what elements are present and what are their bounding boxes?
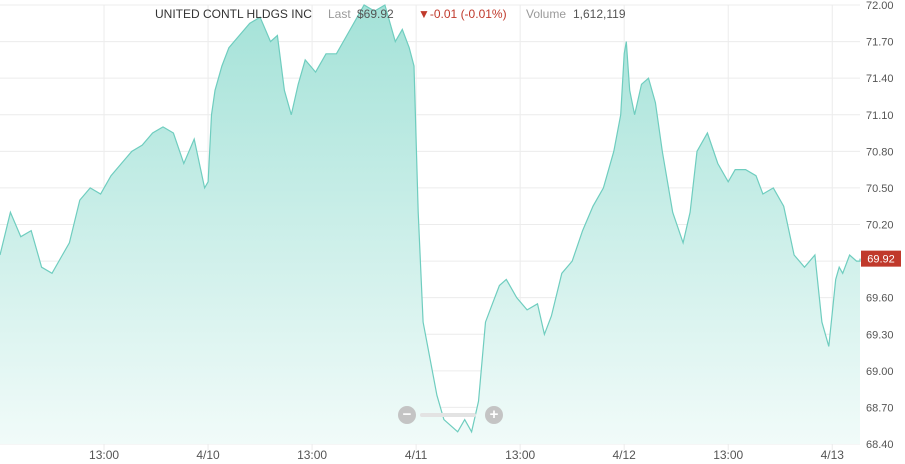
x-tick-label: 4/10	[196, 448, 220, 462]
volume-value: 1,612,119	[573, 7, 626, 21]
volume-label: Volume	[526, 7, 567, 21]
ticker-name: UNITED CONTL HLDGS INC	[155, 7, 312, 21]
x-tick-label: 13:00	[713, 448, 743, 462]
x-axis-tick-labels: 13:00 4/10 13:00 4/11 13:00 4/12 13:00 4/13	[89, 448, 844, 462]
y-axis-tick-labels: 72.0071.7071.4071.1070.8070.5070.2069.90…	[866, 0, 894, 451]
x-tick-label: 4/13	[821, 448, 845, 462]
x-tick-label: 13:00	[297, 448, 327, 462]
y-tick-label: 70.50	[866, 183, 894, 195]
zoom-control: − +	[398, 406, 508, 424]
y-tick-label: 69.00	[866, 366, 894, 378]
x-tick-label: 13:00	[89, 448, 119, 462]
y-tick-label: 71.70	[866, 37, 894, 49]
y-tick-label: 71.10	[866, 110, 894, 122]
price-line	[0, 4, 861, 434]
last-value: $69.92	[357, 7, 394, 21]
price-tag-text: 69.92	[867, 254, 895, 266]
y-tick-label: 68.70	[866, 402, 894, 414]
price-area	[0, 5, 860, 444]
y-tick-label: 71.40	[866, 73, 894, 85]
zoom-in-button[interactable]: +	[485, 406, 503, 424]
x-tick-label: 4/11	[405, 448, 428, 462]
zoom-slider-track[interactable]	[420, 413, 476, 417]
y-tick-label: 69.30	[866, 329, 894, 341]
y-tick-label: 69.60	[866, 293, 894, 305]
x-tick-label: 4/12	[613, 448, 637, 462]
y-tick-label: 70.80	[866, 146, 894, 158]
price-change: ▼-0.01 (-0.01%)	[418, 7, 507, 21]
last-label: Last	[328, 7, 351, 21]
x-tick-label: 13:00	[505, 448, 535, 462]
y-tick-label: 68.40	[866, 439, 894, 451]
price-tag-box	[861, 250, 901, 267]
y-tick-label: 72.00	[866, 0, 894, 12]
last-price-tag: 69.92	[861, 250, 901, 267]
quote-header: UNITED CONTL HLDGS INC Last $69.92 ▼-0.0…	[0, 7, 860, 23]
y-tick-label: 70.20	[866, 220, 894, 232]
zoom-out-button[interactable]: −	[398, 406, 416, 424]
